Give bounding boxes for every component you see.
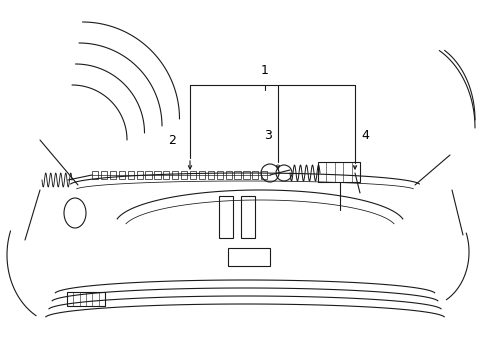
Bar <box>119 171 124 179</box>
Bar <box>92 171 98 179</box>
Text: 2: 2 <box>168 134 176 147</box>
Bar <box>227 248 269 266</box>
Bar <box>163 171 169 179</box>
Bar <box>67 292 105 306</box>
Text: 3: 3 <box>264 129 271 141</box>
Bar <box>181 171 187 179</box>
Bar <box>154 171 160 179</box>
Bar <box>189 171 196 179</box>
Bar <box>241 196 254 238</box>
Bar <box>199 171 204 179</box>
Bar <box>145 171 151 179</box>
Bar <box>207 171 213 179</box>
Bar <box>127 171 134 179</box>
Bar <box>172 171 178 179</box>
Bar <box>252 171 258 179</box>
Bar <box>136 171 142 179</box>
Text: 1: 1 <box>261 64 268 77</box>
Bar <box>101 171 107 179</box>
Bar <box>110 171 116 179</box>
Text: 4: 4 <box>360 129 368 141</box>
Bar <box>317 162 359 182</box>
Bar <box>216 171 223 179</box>
Bar <box>261 171 267 179</box>
Bar <box>234 171 240 179</box>
Bar <box>243 171 249 179</box>
Bar <box>219 196 232 238</box>
Bar <box>225 171 231 179</box>
